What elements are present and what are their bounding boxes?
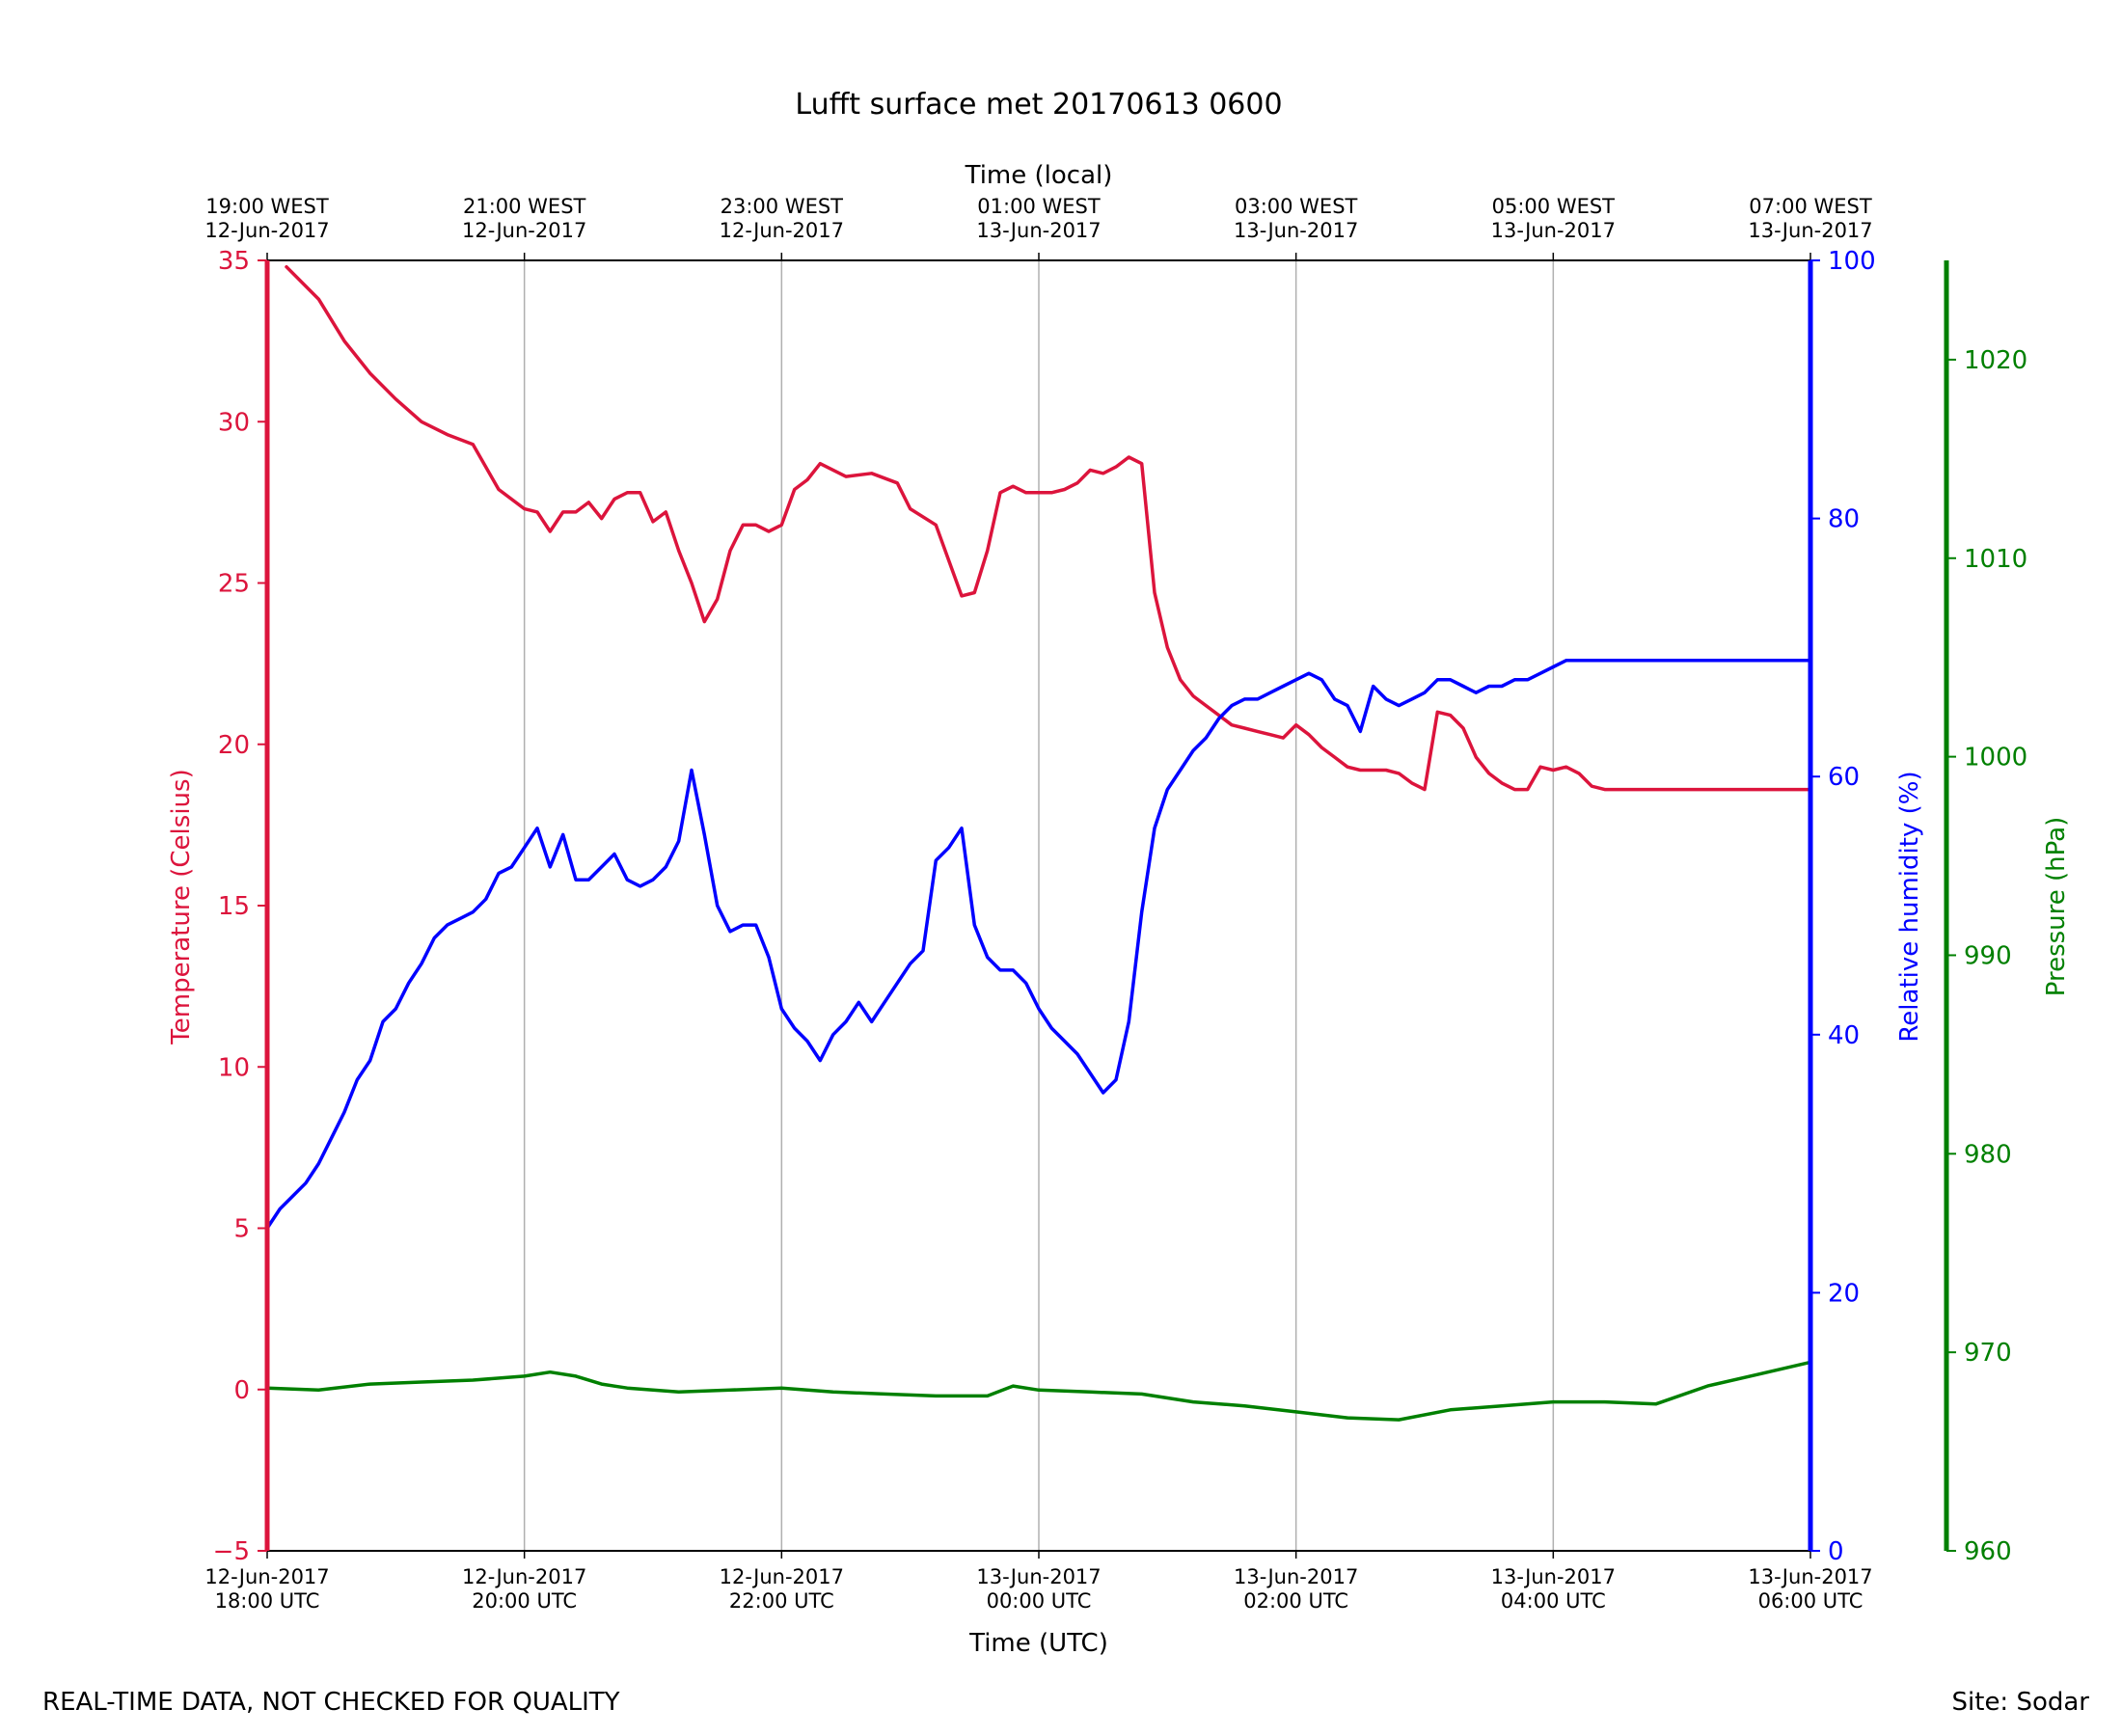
temperature-axis-label: Temperature (Celsius) (167, 769, 196, 1044)
humidity-axis-label: Relative humidity (%) (1895, 771, 1924, 1042)
rh-tick-label-3: 60 (1828, 763, 1860, 792)
vertical-gridlines (523, 260, 1555, 1551)
x-top-tick-label-1: 21:00 WEST 12-Jun-2017 (462, 195, 586, 242)
series-line-temp (285, 264, 1812, 792)
temp-tick-label-1: 0 (233, 1376, 250, 1405)
x-axis-label-local: Time (local) (965, 161, 1113, 190)
humidity-axis-ticks: 0 20 40 60 80 100 (1810, 247, 1876, 1566)
pressure-axis-label: Pressure (hPa) (2042, 817, 2071, 997)
x-tick-label-2: 12-Jun-2017 22:00 UTC (720, 1565, 844, 1613)
x-top-tick-label-5: 05:00 WEST 13-Jun-2017 (1491, 195, 1616, 242)
temp-tick-label-8: 35 (218, 247, 250, 276)
x-top-tick-label-3: 01:00 WEST 13-Jun-2017 (976, 195, 1101, 242)
pres-tick-label-2: 980 (1964, 1140, 2012, 1169)
x-tick-label-3: 13-Jun-2017 00:00 UTC (976, 1565, 1101, 1613)
temp-tick-label-7: 30 (218, 408, 250, 437)
x-tick-label-1: 12-Jun-2017 20:00 UTC (462, 1565, 586, 1613)
pres-tick-label-4: 1000 (1964, 744, 2027, 773)
data-series (265, 264, 1812, 1422)
x-tick-label-6: 13-Jun-2017 06:00 UTC (1748, 1565, 1872, 1613)
site-label: Site: Sodar (1952, 1688, 2090, 1717)
x-axis-label-utc: Time (UTC) (968, 1629, 1108, 1658)
x-top-tick-label-6: 07:00 WEST 13-Jun-2017 (1748, 195, 1872, 242)
temp-tick-label-3: 10 (218, 1053, 250, 1082)
rh-tick-label-2: 40 (1828, 1021, 1860, 1050)
quality-disclaimer: REAL-TIME DATA, NOT CHECKED FOR QUALITY (42, 1688, 620, 1717)
temperature-axis-ticks: −5 0 5 10 15 20 25 30 35 (213, 247, 267, 1566)
x-top-tick-label-0: 19:00 WEST 12-Jun-2017 (204, 195, 329, 242)
pres-tick-label-1: 970 (1964, 1339, 2012, 1368)
rh-tick-label-5: 100 (1828, 247, 1876, 276)
temp-tick-label-5: 20 (218, 731, 250, 760)
rh-tick-label-1: 20 (1828, 1279, 1860, 1308)
series-line-rh (265, 659, 1812, 1231)
pres-tick-label-0: 960 (1964, 1537, 2012, 1566)
x-top-tick-label-2: 23:00 WEST 12-Jun-2017 (720, 195, 844, 242)
temp-tick-label-6: 25 (218, 570, 250, 599)
pres-tick-label-6: 1020 (1964, 346, 2027, 375)
temp-tick-label-2: 5 (233, 1215, 250, 1244)
x-tick-label-5: 13-Jun-2017 04:00 UTC (1491, 1565, 1616, 1613)
temp-tick-label-0: −5 (213, 1537, 250, 1566)
chart-title: Lufft surface met 20170613 0600 (795, 88, 1282, 122)
rh-tick-label-4: 80 (1828, 505, 1860, 534)
pres-tick-label-5: 1010 (1964, 545, 2027, 574)
x-tick-label-4: 13-Jun-2017 02:00 UTC (1234, 1565, 1358, 1613)
temp-tick-label-4: 15 (218, 892, 250, 921)
series-line-pres (265, 1360, 1812, 1422)
x-top-tick-label-4: 03:00 WEST 13-Jun-2017 (1234, 195, 1358, 242)
rh-tick-label-0: 0 (1828, 1537, 1844, 1566)
x-axis-ticks-utc: 12-Jun-2017 18:00 UTC 12-Jun-2017 20:00 UTC… (204, 1551, 1873, 1613)
pressure-axis-ticks: 960 970 980 990 1000 1010 1020 (1946, 346, 2027, 1566)
x-axis-ticks-local: 19:00 WEST 12-Jun-2017 21:00 WEST 12-Jun-20… (204, 195, 1873, 260)
pres-tick-label-3: 990 (1964, 941, 2012, 970)
x-tick-label-0: 12-Jun-2017 18:00 UTC (204, 1565, 329, 1613)
